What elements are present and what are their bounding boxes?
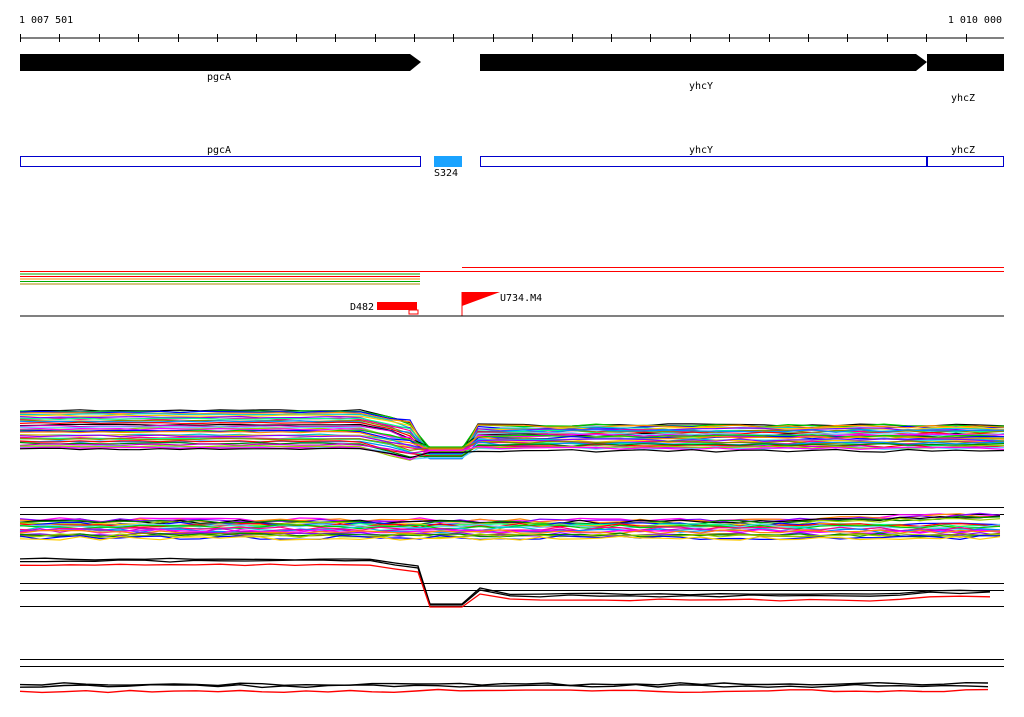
expression-profile-line [19,688,989,694]
gene-label-yhcz: yhcZ [951,93,975,104]
gene-label-pgca: pgcA [207,72,231,83]
expression-profiles-main [19,557,1004,608]
expression-profile-line [20,559,991,606]
axis-ticks [20,34,967,42]
expression-profile-line [19,425,1005,458]
expression-profile-line [19,444,1004,461]
feature-u734-label: U734.M4 [500,293,542,304]
gene-label-yhcy: yhcY [689,81,713,92]
expression-profile-line [19,409,1005,452]
feature-level-lines [20,267,1004,285]
feature-d482-end [408,309,419,315]
cds-track: pgcA yhcY yhcZ S324 [20,145,1004,179]
expression-profile-line [19,681,989,687]
cds-box-yhcz[interactable] [927,156,1004,167]
expression-profiles-condition-set-2 [19,507,1004,541]
expression-profile-line [19,529,1001,535]
expression-profiles-condition-set-1 [19,409,1005,461]
gene-arrow-yhcz[interactable] [927,54,1004,71]
expression-profile-line [19,434,1005,452]
segment-s324-box[interactable] [434,156,462,167]
segment-s324-label: S324 [434,168,458,179]
expression-profile-line [19,526,1000,532]
expression-profile-line [19,447,1005,459]
feature-u734-flag[interactable] [462,292,500,306]
expression-profile-line [19,445,1005,461]
expression-profile-line [19,415,1005,456]
gene-arrow-yhcy[interactable] [480,54,927,71]
expression-profile-line [19,440,1005,460]
expression-profile-line [19,441,1005,458]
feature-d482-label: D482 [350,302,374,313]
axis-end-label: 1 010 000 [948,15,1002,26]
expression-profile-line [19,557,991,605]
expression-profile-line [19,563,991,608]
expression-profile-line [19,535,1001,541]
gene-track: pgcA yhcY yhcZ [20,54,1004,104]
expression-profile-line [19,430,1005,450]
cds-label-pgca: pgcA [207,145,231,156]
axis-start-label: 1 007 501 [19,15,73,26]
coordinate-axis: 1 007 501 1 010 000 [19,15,1004,42]
cds-label-yhcz: yhcZ [951,145,975,156]
expression-profile-line [19,683,989,689]
cds-box-pgca[interactable] [20,156,421,167]
feature-d482-bar[interactable] [377,302,417,310]
feature-track: D482 U734.M4 [20,267,1004,317]
expression-profile-line [19,515,1001,525]
cds-box-yhcy[interactable] [480,156,927,167]
cds-label-yhcy: yhcY [689,145,713,156]
gene-arrow-pgca[interactable] [20,54,421,71]
expression-profile-line [19,515,1001,525]
expression-profile-line [19,532,1001,538]
expression-profiles-secondary [19,659,1004,694]
